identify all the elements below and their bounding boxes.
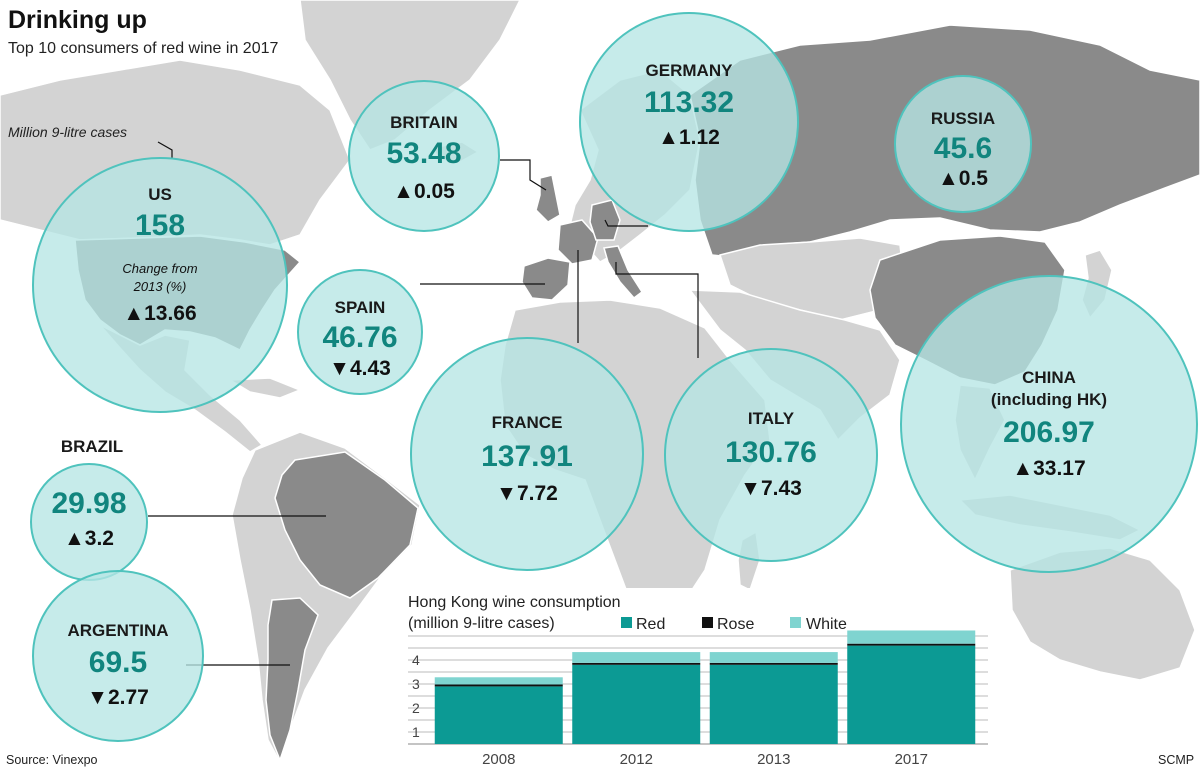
- bubble-britain: [348, 80, 500, 232]
- hk-y-tick-label: 4: [412, 652, 420, 668]
- italy-change: ▼7.43: [740, 477, 802, 500]
- britain-change: ▲0.05: [393, 180, 455, 203]
- china-value: 206.97: [1003, 416, 1095, 449]
- hk-chart-title: Hong Kong wine consumption: [408, 594, 621, 611]
- legend-swatch-white: [790, 617, 801, 628]
- russia-value: 45.6: [934, 132, 992, 165]
- leader-italy: [615, 262, 699, 358]
- hk-bar-rose: [434, 684, 563, 687]
- bubble-argentina: [32, 570, 204, 742]
- hk-bar-rose: [709, 662, 838, 665]
- bubble-russia: [894, 75, 1032, 213]
- hk-x-label: 2013: [757, 751, 790, 768]
- header: Drinking up Top 10 consumers of red wine…: [8, 6, 278, 140]
- hk-bar-red: [434, 686, 563, 744]
- germany-change: ▲1.12: [658, 126, 720, 149]
- britain-value: 53.48: [386, 137, 461, 170]
- leader-unit-note: [157, 141, 173, 158]
- france-name: FRANCE: [492, 413, 563, 432]
- hk-y-ticks: 1 2 3 4: [412, 652, 420, 740]
- legend-label-white: White: [806, 616, 847, 633]
- bubble-spain: [297, 269, 423, 395]
- unit-note: Million 9-litre cases: [8, 124, 127, 140]
- hk-chart: Hong Kong wine consumption (million 9-li…: [398, 588, 1000, 770]
- brazil-change: ▲3.2: [64, 527, 114, 550]
- map-caribbean: [227, 377, 303, 399]
- us-change-note-line2: 2013 (%): [133, 279, 187, 294]
- page-subtitle: Top 10 consumers of red wine in 2017: [8, 40, 278, 57]
- hk-x-label: 2008: [482, 751, 515, 768]
- russia-name: RUSSIA: [931, 109, 995, 128]
- bubble-italy: [664, 348, 878, 562]
- hk-bar-white: [847, 630, 976, 644]
- argentina-name: ARGENTINA: [67, 621, 168, 640]
- hk-x-label: 2012: [620, 751, 653, 768]
- page-title: Drinking up: [8, 6, 147, 34]
- bubble-germany: [579, 12, 799, 232]
- us-change-note-line1: Change from: [122, 261, 197, 276]
- bubbles: [30, 12, 1198, 742]
- bubble-france: [410, 337, 644, 571]
- legend-label-rose: Rose: [717, 616, 754, 633]
- bubble-us: [32, 157, 288, 413]
- source-note: Source: Vinexpo: [6, 753, 98, 767]
- france-value: 137.91: [481, 440, 573, 473]
- hk-bar-red: [847, 645, 976, 744]
- legend-label-red: Red: [636, 616, 665, 633]
- hk-y-tick-label: 2: [412, 700, 420, 716]
- hk-bar-white: [709, 652, 838, 663]
- map-france: [557, 219, 599, 265]
- hk-bar-rose: [572, 662, 701, 665]
- spain-value: 46.76: [322, 321, 397, 354]
- credit: SCMP: [1158, 753, 1194, 767]
- hk-x-labels: 2008 2012 2013 2017: [482, 751, 928, 768]
- hk-bar-white: [572, 652, 701, 663]
- us-value: 158: [135, 209, 185, 242]
- legend-swatch-rose: [702, 617, 713, 628]
- hk-bar-white: [434, 677, 563, 685]
- bubble-china: [900, 275, 1198, 573]
- spain-change: ▼4.43: [329, 357, 391, 380]
- hk-y-tick-label: 1: [412, 724, 420, 740]
- legend-swatch-red: [621, 617, 632, 628]
- france-change: ▼7.72: [496, 482, 558, 505]
- hk-bars: [434, 630, 976, 744]
- hk-x-label: 2017: [895, 751, 928, 768]
- leader-germany: [604, 219, 648, 227]
- hk-chart-title-line2: (million 9-litre cases): [408, 615, 555, 632]
- us-change: ▲13.66: [123, 302, 196, 325]
- brazil-value: 29.98: [51, 487, 126, 520]
- hk-bar-rose: [847, 643, 976, 646]
- leader-britain: [500, 159, 547, 191]
- hk-bar-red: [709, 664, 838, 744]
- china-change: ▲33.17: [1012, 457, 1085, 480]
- map-italy: [603, 245, 644, 300]
- china-name: CHINA: [1022, 368, 1076, 387]
- britain-name: BRITAIN: [390, 113, 458, 132]
- bubble-labels: US 158 Change from 2013 (%) ▲13.66 BRITA…: [51, 61, 1107, 709]
- map-britain: [535, 174, 561, 223]
- us-name: US: [148, 185, 172, 204]
- hk-y-tick-label: 3: [412, 676, 420, 692]
- map-brazil: [274, 451, 419, 599]
- germany-value: 113.32: [644, 86, 734, 119]
- brazil-name: BRAZIL: [61, 437, 123, 456]
- argentina-change: ▼2.77: [87, 686, 149, 709]
- germany-name: GERMANY: [646, 61, 734, 80]
- hk-legend: Red Rose White: [621, 616, 847, 633]
- bubble-brazil: [30, 463, 148, 581]
- map-spain: [521, 257, 571, 301]
- russia-change: ▲0.5: [938, 167, 988, 190]
- hk-bar-red: [572, 664, 701, 744]
- china-name-line2: (including HK): [991, 390, 1107, 409]
- italy-name: ITALY: [748, 409, 795, 428]
- spain-name: SPAIN: [335, 298, 386, 317]
- argentina-value: 69.5: [89, 646, 147, 679]
- map-argentina: [265, 597, 319, 763]
- italy-value: 130.76: [725, 436, 817, 469]
